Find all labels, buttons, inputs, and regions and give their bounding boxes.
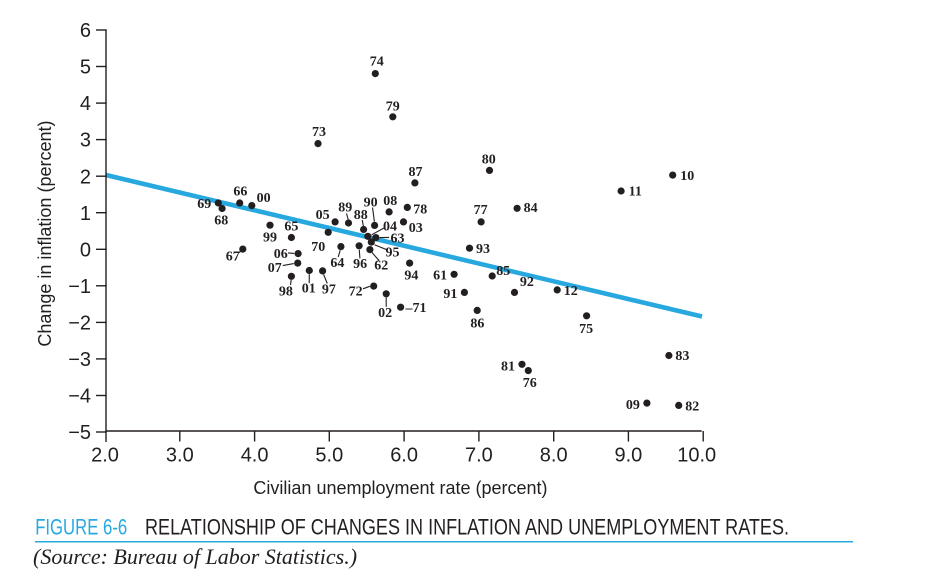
svg-text:88: 88 (354, 208, 368, 223)
svg-text:10.0: 10.0 (677, 445, 716, 467)
svg-text:74: 74 (370, 54, 384, 69)
svg-text:−4: −4 (68, 386, 91, 408)
svg-text:−2: −2 (68, 313, 91, 335)
svg-text:0: 0 (80, 239, 91, 261)
svg-text:79: 79 (386, 100, 400, 115)
svg-text:73: 73 (312, 125, 326, 140)
svg-text:–71: –71 (405, 301, 427, 316)
svg-text:06: 06 (274, 247, 288, 262)
svg-text:95: 95 (386, 246, 400, 261)
svg-text:04: 04 (383, 219, 397, 234)
svg-text:92: 92 (520, 275, 534, 290)
svg-text:1: 1 (80, 203, 91, 225)
svg-text:7.0: 7.0 (465, 445, 493, 467)
svg-text:65: 65 (284, 220, 298, 235)
svg-text:6: 6 (80, 20, 91, 42)
svg-text:72: 72 (349, 284, 363, 299)
svg-text:5: 5 (80, 57, 91, 79)
svg-text:99: 99 (263, 230, 277, 245)
svg-text:10: 10 (680, 169, 694, 184)
svg-text:4: 4 (80, 93, 91, 115)
svg-text:62: 62 (374, 259, 388, 274)
svg-text:96: 96 (353, 257, 367, 272)
svg-text:FIGURE 6-6: FIGURE 6-6 (35, 514, 127, 539)
svg-text:91: 91 (443, 287, 457, 302)
svg-text:82: 82 (685, 399, 699, 414)
svg-text:89: 89 (338, 201, 352, 216)
svg-text:RELATIONSHIP OF CHANGES IN INF: RELATIONSHIP OF CHANGES IN INFLATION AND… (145, 514, 789, 539)
svg-text:78: 78 (413, 202, 427, 217)
svg-text:Change in inflation (percent): Change in inflation (percent) (35, 121, 55, 347)
svg-text:86: 86 (470, 316, 484, 331)
svg-text:68: 68 (214, 214, 228, 229)
svg-text:2: 2 (80, 166, 91, 188)
svg-text:76: 76 (523, 376, 537, 391)
svg-text:70: 70 (311, 240, 325, 255)
svg-text:66: 66 (233, 185, 247, 200)
svg-text:05: 05 (316, 208, 330, 223)
svg-text:12: 12 (564, 284, 578, 299)
svg-text:09: 09 (626, 398, 640, 413)
svg-text:77: 77 (474, 203, 488, 218)
svg-text:75: 75 (579, 322, 593, 337)
svg-text:8.0: 8.0 (540, 445, 568, 467)
svg-text:3.0: 3.0 (166, 445, 194, 467)
svg-text:3: 3 (80, 130, 91, 152)
svg-text:90: 90 (364, 196, 378, 211)
svg-text:6.0: 6.0 (390, 445, 418, 467)
svg-text:−3: −3 (68, 349, 91, 371)
svg-text:67: 67 (226, 249, 240, 264)
svg-text:87: 87 (409, 165, 423, 180)
svg-text:94: 94 (404, 269, 418, 284)
svg-text:64: 64 (330, 256, 344, 271)
svg-text:84: 84 (524, 201, 538, 216)
svg-text:08: 08 (383, 194, 397, 209)
svg-text:(Source: Bureau of Labor Stati: (Source: Bureau of Labor Statistics.) (33, 544, 357, 569)
svg-text:Civilian unemployment rate (pe: Civilian unemployment rate (percent) (253, 478, 547, 498)
svg-text:80: 80 (482, 153, 496, 168)
svg-text:83: 83 (675, 349, 689, 364)
svg-text:63: 63 (391, 232, 405, 247)
svg-text:81: 81 (501, 360, 515, 375)
svg-text:00: 00 (257, 191, 271, 206)
svg-text:97: 97 (322, 283, 336, 298)
svg-text:−1: −1 (68, 276, 91, 298)
svg-text:07: 07 (268, 261, 282, 276)
svg-text:9.0: 9.0 (614, 445, 642, 467)
svg-text:03: 03 (409, 221, 423, 236)
svg-text:85: 85 (496, 264, 510, 279)
svg-text:02: 02 (378, 306, 392, 321)
svg-text:61: 61 (433, 268, 447, 283)
svg-text:69: 69 (197, 197, 211, 212)
svg-text:5.0: 5.0 (315, 445, 343, 467)
svg-text:93: 93 (476, 242, 490, 257)
svg-text:−5: −5 (68, 422, 91, 444)
svg-text:01: 01 (302, 282, 316, 297)
svg-text:2.0: 2.0 (91, 445, 119, 467)
svg-text:11: 11 (629, 185, 642, 200)
svg-text:98: 98 (279, 284, 293, 299)
svg-text:4.0: 4.0 (241, 445, 269, 467)
